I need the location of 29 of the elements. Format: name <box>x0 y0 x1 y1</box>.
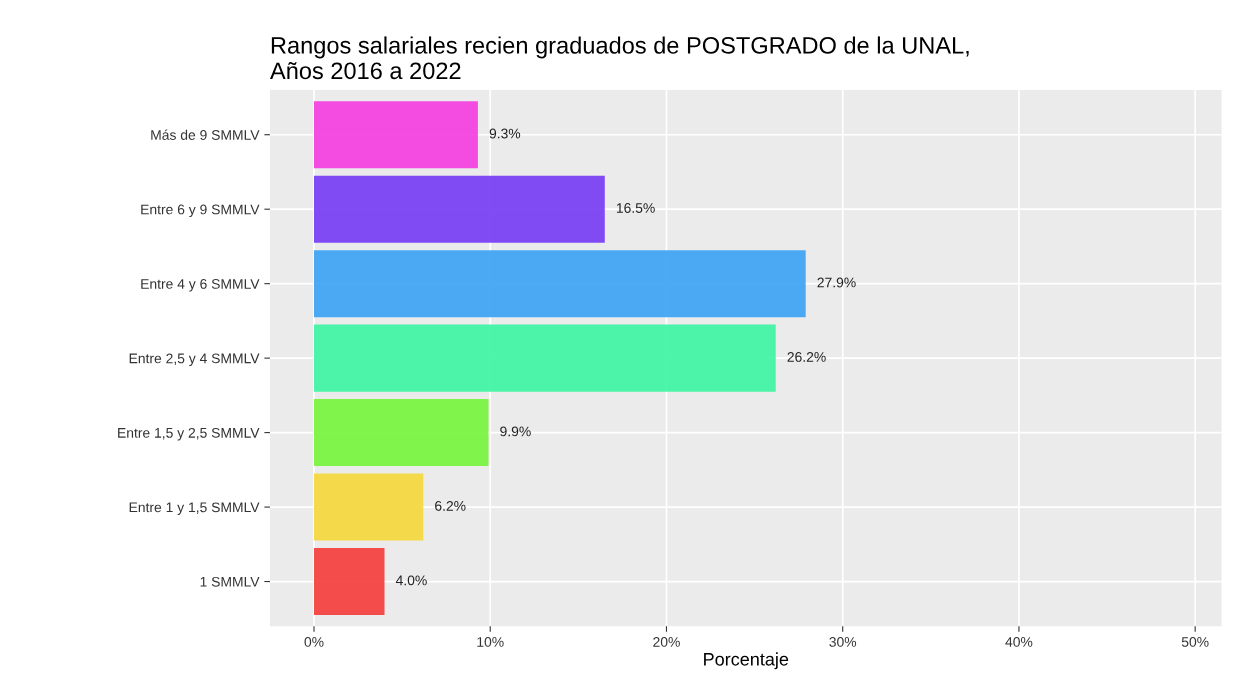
bar <box>314 548 385 616</box>
data-label: 16.5% <box>616 203 655 213</box>
bar <box>314 399 489 467</box>
chart-title: Rangos salariales recien graduados de POSTGRADO de la UNAL, Años 2016 a 2022 <box>270 36 969 80</box>
y-tick-label: Más de 9 SMMLV <box>151 129 260 140</box>
bar <box>314 101 478 169</box>
y-tick-label: Entre 6 y 9 SMMLV <box>141 204 260 218</box>
y-tick-label: Entre 1 y 1,5 SMMLV <box>129 502 260 515</box>
x-tick-label: 50% <box>1181 637 1209 647</box>
y-tick-label: Entre 2,5 y 4 SMMLV <box>129 353 260 367</box>
bar <box>314 250 806 318</box>
bar <box>314 324 776 392</box>
data-label: 9.3% <box>489 128 521 139</box>
x-tick-label: 40% <box>1005 637 1033 647</box>
x-tick-label: 10% <box>477 637 504 647</box>
data-label: 27.9% <box>817 277 856 288</box>
data-label: 4.0% <box>395 575 427 586</box>
data-label: 6.2% <box>435 500 466 511</box>
y-tick-label: Entre 4 y 6 SMMLV <box>141 279 260 292</box>
x-tick-label: 20% <box>653 637 680 647</box>
data-label: 26.2% <box>787 352 826 362</box>
x-axis-title: Porcentaje <box>704 652 789 670</box>
bar <box>314 473 424 541</box>
y-tick-label: 1 SMMLV <box>200 576 260 587</box>
x-tick-label: 30% <box>829 637 857 647</box>
data-label: 9.9% <box>500 426 531 437</box>
bar <box>314 175 605 243</box>
y-tick-label: Entre 1,5 y 2,5 SMMLV <box>118 427 260 441</box>
x-tick-label: 0% <box>304 637 324 647</box>
